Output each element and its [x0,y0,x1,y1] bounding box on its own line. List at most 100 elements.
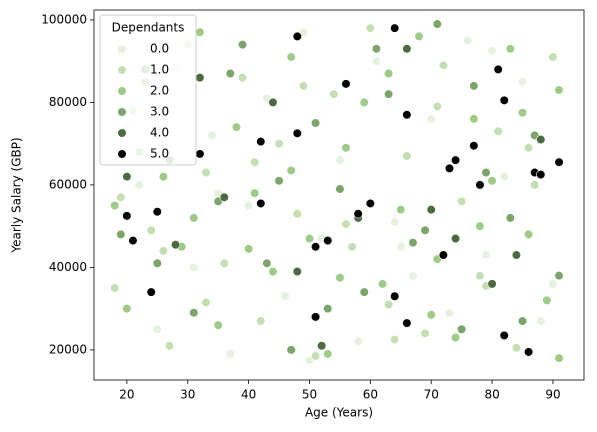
legend-box [99,14,197,166]
y-axis-label: Yearly Salary (GBP) [10,137,24,253]
x-tick-label: 30 [180,388,195,402]
point [371,44,382,54]
point [292,31,302,41]
x-axis-label: Age (Years) [305,406,373,420]
point [542,295,552,305]
y-tick-label: 40000 [49,260,87,274]
plot-frame [93,9,585,381]
point [286,165,296,176]
legend-marker [117,149,127,159]
legend-marker [117,44,127,54]
point [408,238,418,248]
point [323,235,333,246]
point [432,19,442,29]
point [110,283,120,293]
point [353,209,363,219]
point [359,287,369,297]
point [420,328,430,338]
point [244,244,254,254]
point [511,250,522,260]
legend-marker [117,65,127,75]
point [170,240,181,250]
point [365,23,375,33]
point [475,221,485,231]
point [189,262,199,272]
x-tick-label: 80 [484,388,499,402]
point [511,343,522,353]
point [524,347,534,357]
point [493,126,503,136]
point [158,172,168,182]
point [426,310,436,320]
point [195,149,205,159]
point [481,167,491,178]
point [396,242,406,252]
point [426,114,436,124]
point [487,176,497,186]
point [274,139,284,149]
point [310,118,321,128]
point [390,23,400,33]
point [122,211,132,221]
point [517,316,528,326]
y-tick-label: 100000 [41,12,87,26]
point [432,101,442,112]
point [554,85,564,95]
point [323,349,333,359]
point [499,95,509,105]
x-tick-label: 70 [424,388,439,402]
point [256,136,266,147]
y-tick-label: 20000 [49,342,87,356]
point [280,291,290,301]
point [554,353,564,363]
y-tick-label: 60000 [49,177,87,191]
point [335,155,345,165]
point [402,110,412,120]
x-tick-label: 40 [241,388,256,402]
point [201,297,211,308]
point [384,68,394,79]
point [341,219,351,229]
point [554,157,564,167]
point [554,271,564,281]
point [110,200,120,211]
point [292,209,302,219]
point [310,312,321,322]
legend-label: 5.0 [150,147,169,161]
point [225,68,235,79]
point [402,318,412,328]
point [548,52,558,62]
point [450,233,461,244]
point [323,304,333,314]
point [244,200,254,211]
point [152,324,162,334]
point [304,233,315,244]
point [384,89,394,99]
point [469,141,479,151]
point [402,151,412,161]
point [475,180,485,190]
legend-label: 1.0 [150,63,169,77]
point [438,250,448,260]
point [493,64,503,74]
point [408,271,418,281]
legend-label: 3.0 [150,105,169,119]
point [548,279,558,289]
point [292,266,302,277]
x-tick-label: 20 [119,388,134,402]
point [341,79,351,89]
point [262,258,272,268]
legend-label: 0.0 [150,42,169,56]
point [286,52,296,62]
point [341,143,351,153]
legend-marker [117,128,127,138]
point [420,225,430,235]
point [469,114,479,124]
point [487,279,497,289]
point [317,341,327,351]
point [390,217,400,227]
point [371,56,382,66]
legend-marker [117,107,127,117]
point [122,172,132,182]
point [256,198,266,209]
